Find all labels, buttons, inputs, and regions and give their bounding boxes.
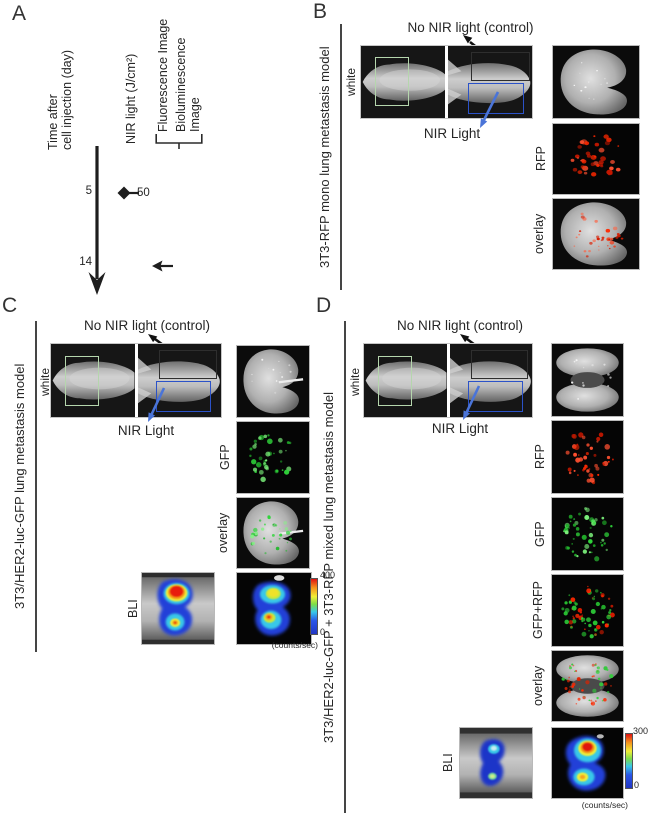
panel-a-label: A <box>12 2 27 25</box>
panel-b-black-roi-box <box>471 52 530 81</box>
panel-d-gfp-image <box>551 497 624 571</box>
timeline-arrowhead <box>88 272 106 295</box>
timepoint-day14: 14 <box>79 256 92 268</box>
panel-d-green-roi-box <box>378 356 412 406</box>
panel-b-rfp-image <box>552 123 640 195</box>
panel-c-label: C <box>2 294 18 317</box>
panel-d-white-lung-image <box>551 343 624 417</box>
panel-c-mouse-photo <box>50 343 222 418</box>
panel-d-label: D <box>316 294 332 317</box>
nir-axis-label: NIR light (J/cm²) <box>124 53 138 144</box>
panel-c-colorbar-unit: (counts/sec) <box>271 640 318 650</box>
panel-d-black-roi-box <box>471 350 528 379</box>
panel-c-bli-row-label: BLI <box>126 599 140 618</box>
panel-d-bli-lung-image <box>551 727 624 799</box>
panel-d-blue-roi-box <box>468 381 523 412</box>
panel-b-overlay-row-label: overlay <box>532 213 546 255</box>
bioluminescence-line1: Bioluminescence <box>174 37 188 133</box>
panel-c-blue-roi-box <box>156 381 211 412</box>
panel-b-nir-arrow <box>480 91 500 128</box>
panel-d-white-label: white <box>348 368 362 397</box>
timeline-arrow <box>88 146 173 295</box>
time-axis-line2: cell injection (day) <box>60 49 74 150</box>
panel-d-nir-light-label: NIR Light <box>431 421 489 436</box>
panel-d-colorbar-max: 300 <box>633 726 649 736</box>
panel-d-nir-arrow <box>463 385 481 420</box>
panel-c-nir-light-label: NIR Light <box>117 423 175 438</box>
panel-c-colorbar <box>310 578 318 635</box>
bioluminescence-image-label: Bioluminescence Image <box>174 0 202 133</box>
panel-b-white-lung-image <box>552 45 640 119</box>
panel-d-gfp-rfp-row-label: GFP+RFP <box>531 581 545 640</box>
panel-b-no-nir-label: No NIR light (control) <box>407 20 534 35</box>
panel-b-green-roi-box <box>375 57 409 106</box>
panel-b-label: B <box>313 0 328 23</box>
nir-dose-value: 50 <box>137 187 150 199</box>
panel-d-mouse-right-image <box>449 344 532 417</box>
panel-d-rfp-image <box>551 420 624 494</box>
panel-c-green-roi-box <box>65 356 99 406</box>
panel-c-bli-mouse-image <box>141 572 215 645</box>
panel-b-rfp-row-label: RFP <box>534 146 548 172</box>
panel-d-colorbar-min: 0 <box>634 780 640 790</box>
panel-c-colorbar-min: 0 <box>320 627 326 637</box>
panel-b-blue-roi-box <box>468 83 524 114</box>
bioluminescence-line2: Image <box>188 97 202 132</box>
panel-d-bli-row-label: BLI <box>441 753 455 773</box>
panel-d-colorbar <box>625 733 633 789</box>
panel-c-white-lung-image <box>236 345 310 418</box>
panel-b-mouse-photo <box>360 45 533 119</box>
panel-c-divider <box>35 321 38 652</box>
panel-b-overlay-image <box>552 198 640 270</box>
panel-c-no-nir-label: No NIR light (control) <box>83 318 211 333</box>
fluorescence-image-label: Fluorescence Image <box>156 18 170 132</box>
panel-d-overlay-row-label: overlay <box>531 665 545 707</box>
panel-c-colorbar-max: 400 <box>320 570 336 580</box>
panel-c-mouse-left-image <box>51 344 135 417</box>
timepoint-day5: 5 <box>85 185 92 197</box>
panel-c-gfp-row-label: GFP <box>218 444 232 471</box>
panel-d-colorbar-unit: (counts/sec) <box>581 800 628 810</box>
panel-c-mouse-right-image <box>137 344 221 417</box>
panel-c-black-roi-box <box>159 350 217 379</box>
panel-d-mouse-photo <box>363 343 533 418</box>
panel-d-no-nir-label: No NIR light (control) <box>396 318 524 333</box>
panel-c-nir-arrow <box>148 387 166 422</box>
panel-d-overlay-image <box>551 650 624 722</box>
panel-c-bli-lung-image <box>236 572 312 645</box>
image-types-bracket <box>155 134 203 149</box>
panel-b-nir-light-label: NIR Light <box>423 126 481 141</box>
panel-d-mouse-left-image <box>364 344 447 417</box>
panel-c-overlay-row-label: overlay <box>216 512 230 554</box>
panel-d-gfp-rfp-image <box>551 574 624 647</box>
time-axis-line1: Time after <box>46 94 60 150</box>
panel-b-model-label: 3T3-RFP mono lung metastasis model <box>317 46 332 268</box>
nir-dose-diamond-marker <box>117 186 131 200</box>
time-axis-label: Time after cell injection (day) <box>46 4 74 150</box>
panel-d-gfp-row-label: GFP <box>533 521 547 547</box>
panel-c-model-label: 3T3/HER2-luc-GFP lung metastasis model <box>12 363 27 610</box>
imaging-arrow-marker <box>152 260 163 272</box>
panel-d-model-label: 3T3/HER2-luc-GFP + 3T3-RFP mixed lung me… <box>321 391 336 743</box>
panel-c-gfp-image <box>236 421 310 494</box>
panel-d-divider <box>344 321 347 813</box>
panel-c-overlay-image <box>236 497 310 569</box>
panel-b-white-label: white <box>344 68 358 97</box>
panel-b-divider <box>340 24 343 290</box>
panel-d-rfp-row-label: RFP <box>533 444 547 470</box>
panel-d-bli-mouse-image <box>459 727 533 799</box>
